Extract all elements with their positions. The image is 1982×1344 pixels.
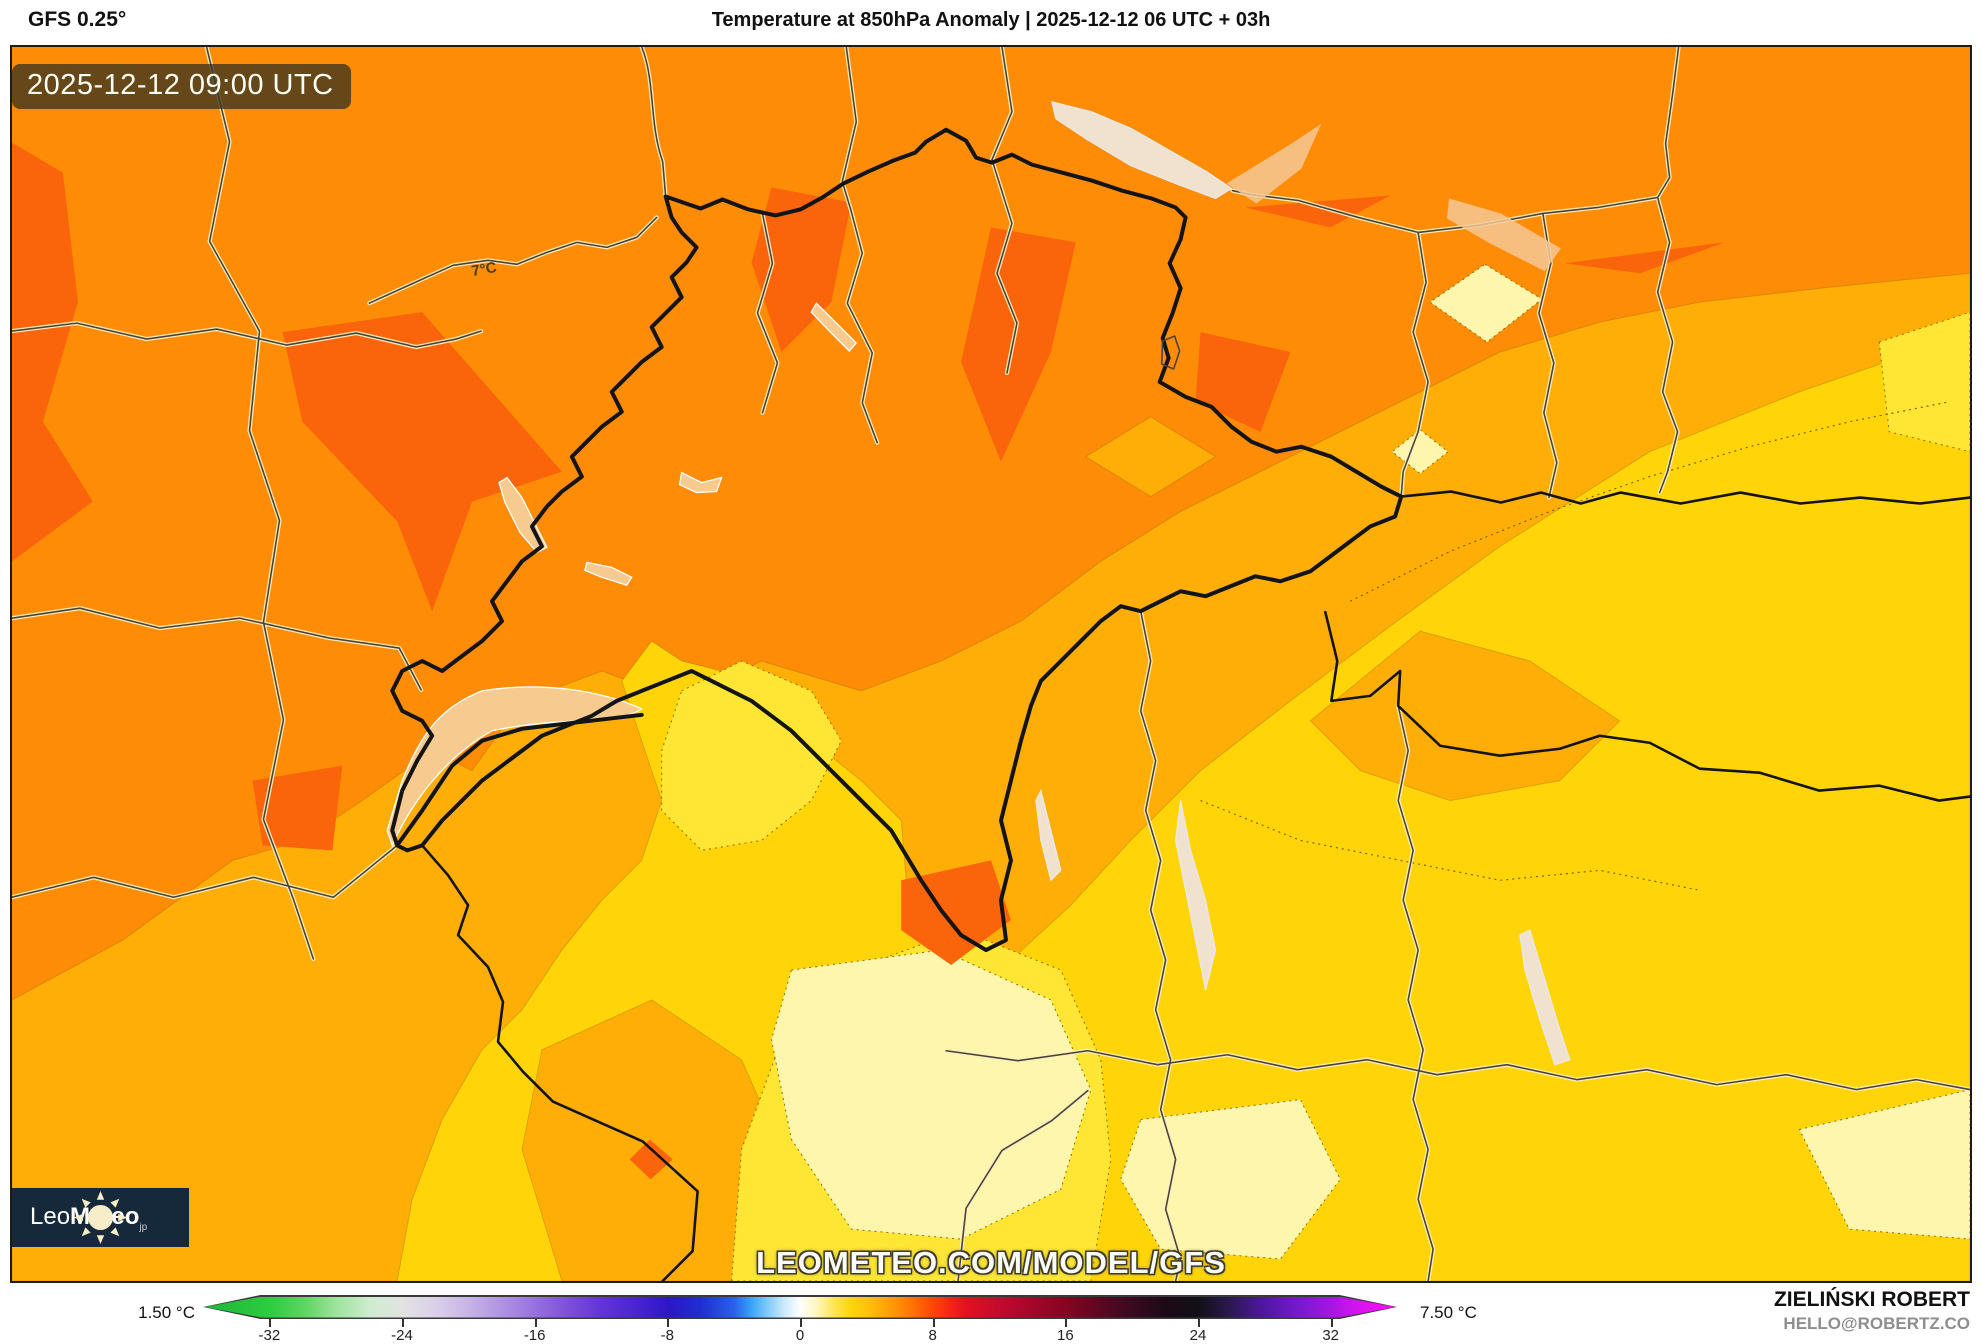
patch-bright-valais: [661, 660, 842, 851]
watermark-text: LEOMETEO.COM/MODEL/GFS: [756, 1245, 1226, 1280]
colorbar-tick-label: -16: [523, 1327, 546, 1344]
colorbar-tick-label: 8: [928, 1327, 937, 1344]
leometeo-logo: LeoMeteojp: [12, 1188, 189, 1247]
lake-geneva: [386, 686, 644, 848]
patch-dark-triangle-2: [1245, 195, 1391, 228]
colorbar-tick: [800, 1319, 802, 1327]
logo-suffix: jp: [139, 1221, 148, 1233]
lake-lucerne: [678, 471, 723, 494]
sun-icon: [73, 1190, 128, 1245]
colorbar-tick: [269, 1319, 272, 1327]
author-credit: ZIELIŃSKI ROBERT: [1773, 1288, 1970, 1311]
anomaly-map-canvas: 7°C: [12, 47, 1970, 1281]
lake-zurich: [810, 302, 858, 352]
border-austria-italy: [1399, 490, 1970, 505]
contour-dotted-east-upper: [1349, 401, 1950, 602]
colorbar-tick: [402, 1319, 404, 1327]
weather-map: 7°C 2025-12-12 09:00 UTC LEOMETEO.COM/MO…: [10, 45, 1972, 1283]
patch-dark-ticino: [901, 860, 1011, 966]
colorbar-tick-label: -24: [391, 1327, 413, 1344]
patch-bright-east: [1878, 311, 1970, 453]
patch-dark-small-diamond: [629, 1139, 673, 1180]
valley-streak-inn: [1447, 198, 1561, 272]
colorbar-tick: [534, 1319, 537, 1327]
colorbar-max-label: 7.50 °C: [1420, 1303, 1477, 1322]
patch-dark-east: [1195, 332, 1291, 432]
border-italy-regions: [1324, 610, 1970, 802]
lake-thun: [584, 561, 633, 587]
colorbar-tick: [1330, 1319, 1333, 1327]
lake-como: [1175, 800, 1217, 991]
patch-dark-left-edge: [12, 142, 93, 562]
colorbar-gradient: [204, 1296, 1396, 1318]
colorbar-tick: [1065, 1319, 1068, 1327]
patch-amber-valtellina: [1309, 630, 1621, 802]
contact-credit: HELLO@ROBERTZ.CO: [1783, 1314, 1970, 1333]
colorbar: [203, 1295, 1397, 1319]
patch-pale-southeast: [1120, 1099, 1341, 1260]
lake-maggiore: [1035, 788, 1062, 882]
contour-value-label: 7°C: [470, 259, 498, 280]
border-lake-geneva-shore: [397, 712, 644, 845]
valley-streak-allgaeu: [1226, 123, 1322, 204]
colorbar-tick: [667, 1319, 670, 1327]
colorbar-tick: [1198, 1319, 1200, 1327]
border-liechtenstein: [1160, 335, 1181, 370]
colorbar-tick-label: -8: [660, 1327, 674, 1344]
patch-dark-basel: [751, 187, 852, 353]
border-france-italy: [420, 844, 699, 1281]
lake-garda: [1519, 929, 1571, 1066]
colorbar-tick-label: 24: [1189, 1327, 1207, 1344]
patch-dark-center: [961, 227, 1076, 462]
colorbar-min-label: 1.50 °C: [138, 1303, 195, 1322]
timestamp-badge: 2025-12-12 09:00 UTC: [12, 64, 351, 109]
logo-brand-light: Leo: [30, 1202, 71, 1230]
patch-dark-southwest: [252, 765, 343, 851]
patch-pale-diamond-ne: [1429, 263, 1543, 343]
lake-constance: [1051, 101, 1233, 200]
patch-dark-west: [282, 312, 562, 612]
colorbar-tick-label: 32: [1322, 1327, 1339, 1344]
patch-amber-diamond: [1084, 416, 1217, 498]
colorbar-tick-label: 0: [795, 1327, 805, 1344]
model-label: GFS 0.25°: [28, 8, 127, 31]
patch-dark-triangle-1: [1564, 242, 1725, 274]
patch-pale-corner: [1798, 1089, 1970, 1240]
border-switzerland: [390, 127, 1404, 953]
patch-pale-south: [770, 949, 1092, 1240]
colorbar-tick-label: -32: [258, 1327, 281, 1344]
colorbar-tick-label: 16: [1056, 1327, 1074, 1344]
page-title: Temperature at 850hPa Anomaly | 2025-12-…: [711, 9, 1271, 31]
colorbar-tick: [932, 1319, 935, 1327]
